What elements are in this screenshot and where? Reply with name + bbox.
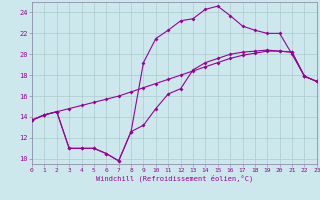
X-axis label: Windchill (Refroidissement éolien,°C): Windchill (Refroidissement éolien,°C) xyxy=(96,175,253,182)
